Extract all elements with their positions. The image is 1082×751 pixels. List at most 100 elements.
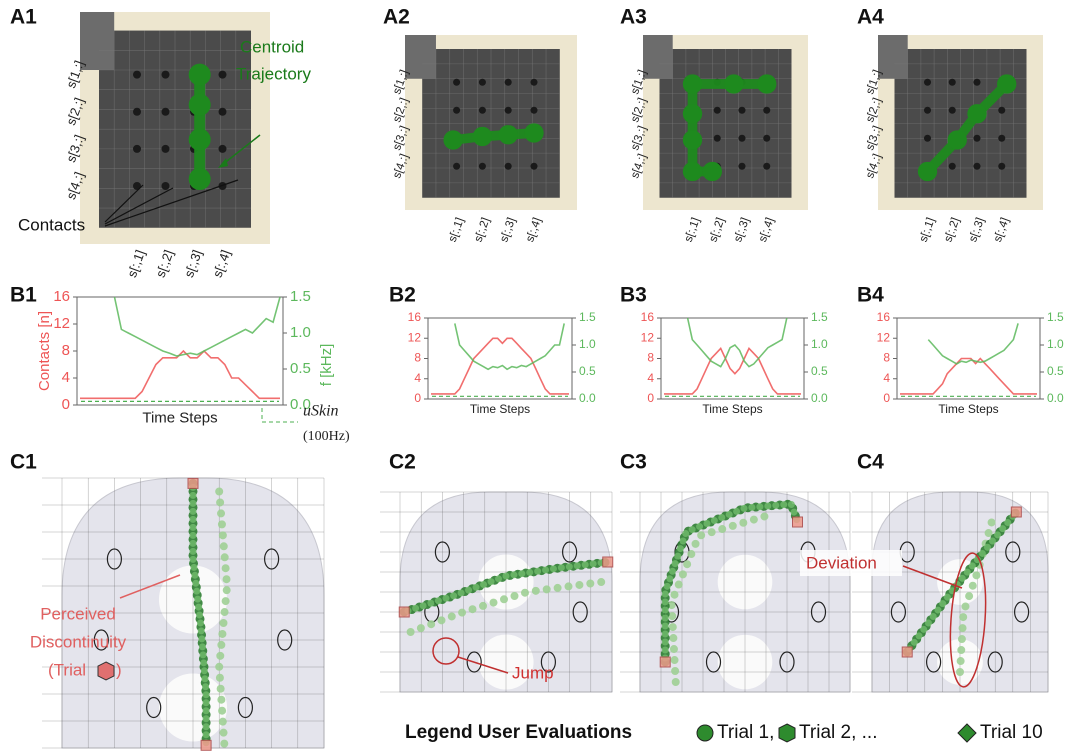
c-panel bbox=[852, 492, 1048, 692]
centroid bbox=[683, 104, 702, 123]
contact bbox=[924, 79, 931, 86]
contact bbox=[973, 135, 980, 142]
c-panels bbox=[42, 478, 1048, 750]
photo: s[1,:]s[2,:]s[3,:]s[4,:]s[:,1]s[:,2]s[:,… bbox=[629, 35, 808, 244]
y-tick-label: 12 bbox=[53, 315, 70, 332]
panel-label: A1 bbox=[10, 6, 37, 29]
y2-tick-label: 1.5 bbox=[811, 310, 828, 324]
y-tick-label: 16 bbox=[641, 310, 655, 324]
y-tick-label: 8 bbox=[647, 351, 654, 365]
y2-tick-label: 0.5 bbox=[290, 360, 311, 377]
y-tick-label: 0 bbox=[62, 396, 70, 413]
contact bbox=[714, 107, 721, 114]
outlier-marker bbox=[902, 647, 912, 657]
plot-frame bbox=[428, 318, 572, 399]
chart: 04812160.00.51.01.5Time Steps bbox=[408, 310, 596, 416]
y2-tick-label: 1.5 bbox=[290, 288, 311, 305]
outlier-marker bbox=[660, 657, 670, 667]
contact bbox=[162, 145, 170, 153]
panel-label: B1 bbox=[10, 284, 37, 307]
centroid bbox=[967, 104, 986, 123]
contact bbox=[453, 79, 460, 86]
legend-entry: Trial 2, ... bbox=[799, 722, 877, 743]
y2-tick-label: 1.0 bbox=[1047, 337, 1064, 351]
chart: 04812160.00.51.01.5Time Steps bbox=[877, 310, 1064, 416]
annotation: (100Hz) bbox=[303, 429, 350, 444]
col-label: s[:,1] bbox=[124, 248, 148, 280]
outlier-marker bbox=[1011, 507, 1021, 517]
legend-icon bbox=[697, 725, 713, 741]
centroid bbox=[724, 74, 743, 93]
outlier-marker bbox=[603, 557, 613, 567]
contact bbox=[162, 108, 170, 116]
centroid bbox=[189, 129, 211, 151]
panel-label: A2 bbox=[383, 6, 410, 29]
y-axis-label: Contacts [n] bbox=[36, 311, 53, 391]
contact bbox=[530, 163, 537, 170]
annotation: Perceived bbox=[40, 604, 116, 623]
y-tick-label: 8 bbox=[883, 351, 890, 365]
annotation: Centroid bbox=[240, 37, 304, 56]
centroid bbox=[189, 94, 211, 116]
chart: 04812160.00.51.01.5Time StepsContacts [n… bbox=[36, 288, 335, 427]
contact bbox=[219, 108, 227, 116]
annotation: Deviation bbox=[806, 553, 877, 572]
col-label: s[:,4] bbox=[992, 216, 1012, 244]
contact bbox=[133, 71, 141, 79]
centroid bbox=[918, 162, 937, 181]
annotation: Discontinuity bbox=[30, 632, 127, 651]
contact bbox=[763, 163, 770, 170]
contact bbox=[219, 145, 227, 153]
centroid bbox=[683, 130, 702, 149]
outlier-marker bbox=[399, 607, 409, 617]
centroid bbox=[948, 130, 967, 149]
panel-label: A4 bbox=[857, 6, 884, 29]
plot-frame bbox=[661, 318, 804, 399]
y2-tick-label: 0.5 bbox=[1047, 364, 1064, 378]
contact bbox=[505, 163, 512, 170]
panel-label: C1 bbox=[10, 451, 37, 474]
col-label: s[:,2] bbox=[473, 216, 493, 244]
col-label: s[:,2] bbox=[942, 216, 962, 244]
contact bbox=[949, 163, 956, 170]
contact bbox=[505, 79, 512, 86]
y-tick-label: 12 bbox=[877, 330, 891, 344]
y2-tick-label: 0.0 bbox=[579, 391, 596, 405]
contact bbox=[479, 163, 486, 170]
outlier-marker bbox=[793, 517, 803, 527]
contact bbox=[973, 163, 980, 170]
y2-tick-label: 1.0 bbox=[290, 324, 311, 341]
col-label: s[:,3] bbox=[498, 216, 518, 244]
contact bbox=[219, 71, 227, 79]
panel-label: B3 bbox=[620, 284, 647, 307]
legend-title: Legend User Evaluations bbox=[405, 722, 632, 743]
y-tick-label: 0 bbox=[414, 391, 421, 405]
y2-axis-label: f [kHz] bbox=[318, 344, 335, 387]
col-label: s[:,2] bbox=[153, 248, 177, 280]
contact bbox=[505, 107, 512, 114]
y-tick-label: 8 bbox=[62, 342, 70, 359]
contact bbox=[453, 107, 460, 114]
legend-icon bbox=[779, 724, 795, 742]
y2-tick-label: 0.0 bbox=[811, 391, 828, 405]
y2-tick-label: 1.5 bbox=[1047, 310, 1064, 324]
contact bbox=[763, 135, 770, 142]
contact bbox=[453, 163, 460, 170]
photos: s[1,:]s[2,:]s[3,:]s[4,:]s[:,1]s[:,2]s[:,… bbox=[63, 12, 1043, 279]
annotation: Contacts bbox=[18, 215, 85, 234]
x-axis-label: Time Steps bbox=[470, 402, 530, 416]
photo: s[1,:]s[2,:]s[3,:]s[4,:]s[:,1]s[:,2]s[:,… bbox=[864, 35, 1043, 244]
col-label: s[:,1] bbox=[683, 216, 703, 244]
y-tick-label: 12 bbox=[641, 330, 655, 344]
chart: 04812160.00.51.01.5Time Steps bbox=[641, 310, 828, 416]
col-label: s[:,1] bbox=[918, 216, 938, 244]
col-label: s[:,4] bbox=[524, 216, 544, 244]
photo: s[1,:]s[2,:]s[3,:]s[4,:]s[:,1]s[:,2]s[:,… bbox=[63, 12, 270, 279]
centroid bbox=[189, 168, 211, 190]
centroid bbox=[189, 64, 211, 86]
centroid bbox=[683, 162, 702, 181]
col-label: s[:,4] bbox=[210, 248, 234, 280]
legend-entry: Trial 1, bbox=[717, 722, 774, 743]
y-tick-label: 16 bbox=[53, 288, 70, 305]
